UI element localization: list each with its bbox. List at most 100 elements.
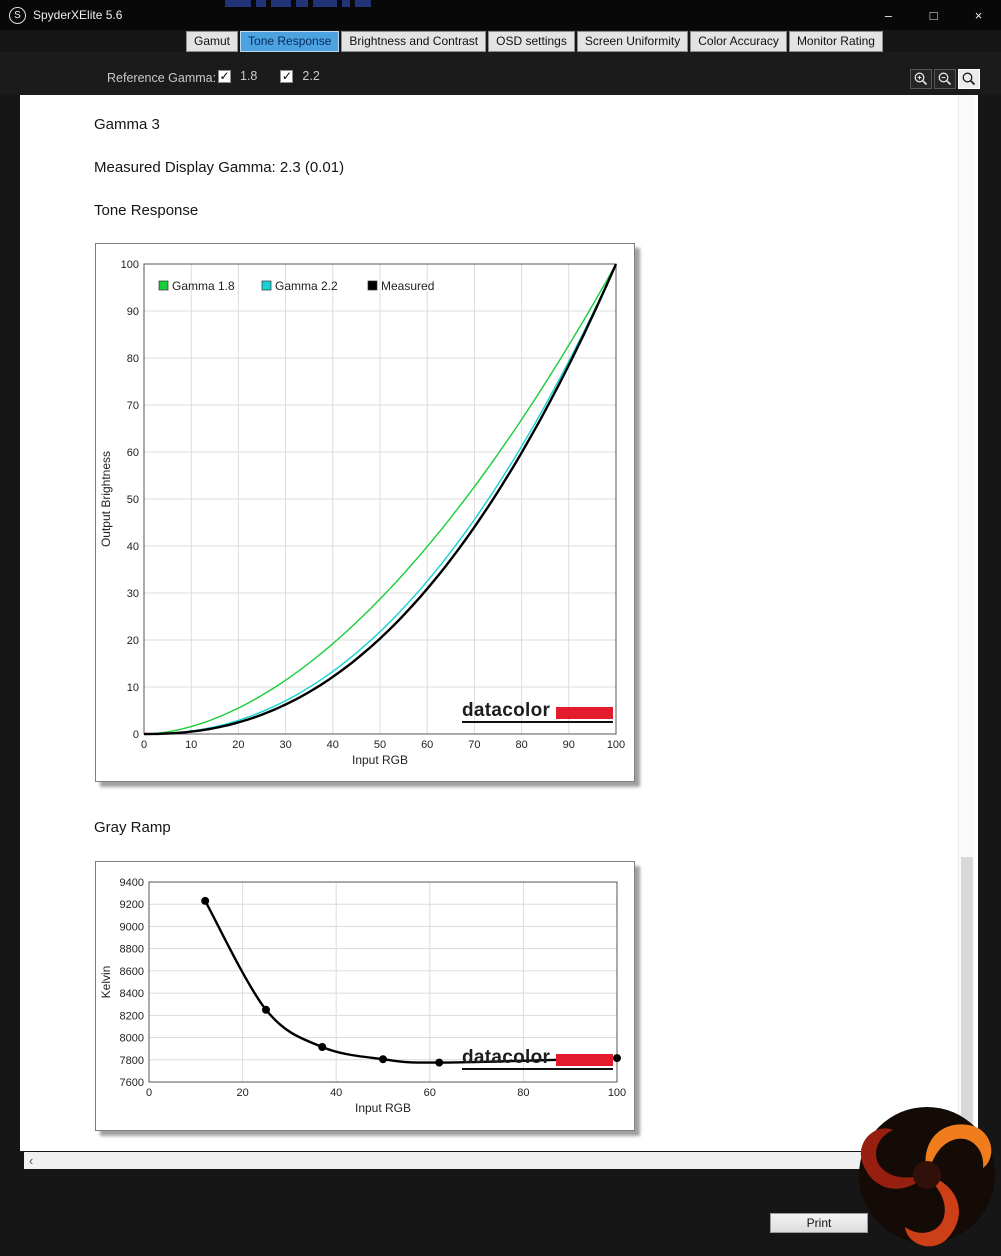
- svg-text:50: 50: [374, 739, 386, 751]
- svg-text:60: 60: [127, 447, 139, 459]
- datacolor-red-block: [556, 707, 614, 719]
- vertical-scrollbar[interactable]: [958, 95, 975, 1151]
- zoom-select-button[interactable]: [958, 69, 980, 89]
- series-gamma-2-2: [144, 263, 617, 735]
- tab-color-accuracy[interactable]: Color Accuracy: [690, 31, 787, 52]
- svg-text:70: 70: [468, 739, 480, 751]
- zoom-in-button[interactable]: [910, 69, 932, 89]
- svg-text:9000: 9000: [120, 921, 144, 933]
- tab-tone-response[interactable]: Tone Response: [240, 31, 340, 52]
- tone-response-title: Tone Response: [94, 202, 199, 219]
- zoom-out-button[interactable]: [934, 69, 956, 89]
- close-button[interactable]: ×: [974, 7, 983, 23]
- svg-text:100: 100: [121, 259, 139, 271]
- reference-gamma-label: Reference Gamma:: [107, 71, 217, 85]
- tone-response-chart-svg: 0 10 20 30 40 50 60 70 80 90 100 0 10 20 30 40 50 60 70 80 9…: [99, 259, 626, 767]
- reference-gamma-checkbox-18[interactable]: ✓: [218, 68, 231, 83]
- app-icon-letter: S: [14, 9, 21, 21]
- datacolor-logo: datacolor: [462, 1047, 614, 1070]
- y-axis-label: Output Brightness: [99, 451, 113, 547]
- tab-brightness-and-contrast[interactable]: Brightness and Contrast: [341, 31, 487, 52]
- legend-swatch: [158, 280, 169, 291]
- legend-label: Gamma 2.2: [275, 279, 338, 293]
- reference-gamma-checkboxes: ✓ 1.8 ✓ 2.2: [218, 69, 320, 83]
- datacolor-red-block: [556, 1054, 614, 1066]
- svg-text:40: 40: [127, 541, 139, 553]
- magnifier-icon: [962, 72, 976, 86]
- svg-text:90: 90: [563, 739, 575, 751]
- tab-osd-settings[interactable]: OSD settings: [488, 31, 575, 52]
- svg-text:9200: 9200: [120, 899, 144, 911]
- window-title: SpyderXElite 5.6: [33, 8, 123, 22]
- title-bar: S SpyderXElite 5.6 – □ ×: [0, 0, 1001, 30]
- maximize-button[interactable]: □: [929, 7, 938, 23]
- tab-bar: Gamut Tone Response Brightness and Contras…: [0, 31, 1001, 52]
- gray-ramp-title: Gray Ramp: [94, 819, 171, 836]
- datacolor-wordmark: datacolor: [462, 1047, 551, 1068]
- gray-ramp-chart-svg: 0 20 40 60 80 100 7600 7800 8000 8200 8400 8600 8800…: [99, 877, 627, 1115]
- tone-response-chart: 0 10 20 30 40 50 60 70 80 90 100 0 10 20 30 40 50 60 70 80 9…: [95, 243, 635, 782]
- svg-text:30: 30: [279, 739, 291, 751]
- legend-label: Gamma 1.8: [172, 279, 235, 293]
- svg-text:20: 20: [236, 1087, 248, 1099]
- svg-text:80: 80: [515, 739, 527, 751]
- reference-gamma-option: ✓ 2.2: [280, 68, 320, 83]
- print-button[interactable]: Print: [770, 1213, 868, 1233]
- svg-text:20: 20: [232, 739, 244, 751]
- zoom-out-icon: [938, 72, 952, 86]
- minimize-button[interactable]: –: [884, 7, 893, 23]
- plot-border: [143, 263, 617, 735]
- gray-ramp-point: [318, 1043, 327, 1051]
- zoom-in-icon: [914, 72, 928, 86]
- app-icon: S: [9, 6, 26, 24]
- svg-text:40: 40: [330, 1087, 342, 1099]
- measured-gamma-text: Measured Display Gamma: 2.3 (0.01): [94, 159, 345, 176]
- svg-text:100: 100: [607, 739, 625, 751]
- tick-labels: 0 20 40 60 80 100 7600 7800 8000 8200 8400 8600 8800…: [120, 877, 627, 1099]
- gray-ramp-point: [262, 1005, 270, 1014]
- legend: Gamma 1.8 Gamma 2.2 Measured: [158, 279, 434, 293]
- svg-text:0: 0: [141, 739, 147, 751]
- zoom-controls: [910, 69, 980, 89]
- svg-text:7600: 7600: [120, 1077, 144, 1089]
- svg-text:8400: 8400: [120, 988, 144, 1000]
- gray-ramp-point: [435, 1058, 444, 1067]
- svg-text:50: 50: [127, 494, 139, 506]
- tab-monitor-rating[interactable]: Monitor Rating: [788, 31, 883, 52]
- svg-text:8200: 8200: [120, 1010, 144, 1022]
- series-gamma-1-8: [143, 263, 617, 735]
- plot-border: [148, 881, 618, 1083]
- reference-gamma-option: ✓ 1.8: [218, 69, 257, 83]
- svg-text:90: 90: [127, 306, 139, 318]
- svg-text:0: 0: [146, 1087, 152, 1099]
- svg-text:9400: 9400: [120, 877, 144, 889]
- gray-ramp-chart: 0 20 40 60 80 100 7600 7800 8000 8200 8400 8600 8800…: [95, 861, 635, 1131]
- svg-text:7800: 7800: [120, 1055, 144, 1067]
- window-controls: – □ ×: [866, 0, 1001, 30]
- reference-gamma-checkbox-22[interactable]: ✓: [280, 68, 294, 83]
- scroll-left-arrow-icon[interactable]: ‹: [29, 1153, 34, 1168]
- gray-ramp-point: [613, 1054, 621, 1063]
- svg-text:8000: 8000: [120, 1033, 144, 1045]
- tab-screen-uniformity[interactable]: Screen Uniformity: [576, 31, 689, 52]
- gray-ramp-point: [201, 896, 210, 905]
- horizontal-scrollbar[interactable]: ‹ ›: [24, 1152, 976, 1169]
- svg-text:10: 10: [127, 682, 139, 694]
- svg-text:10: 10: [185, 739, 197, 751]
- y-axis-label: Kelvin: [99, 966, 113, 999]
- tick-labels: 0 10 20 30 40 50 60 70 80 90 100 0 10 20 30 40 50 60 70 80 9…: [121, 259, 626, 751]
- svg-text:20: 20: [127, 635, 139, 647]
- vertical-scrollbar-thumb[interactable]: [961, 857, 973, 1147]
- datacolor-logo: datacolor: [462, 700, 614, 723]
- svg-text:60: 60: [424, 1087, 436, 1099]
- cropped-page-text-artifact: [225, 0, 371, 7]
- tab-gamut[interactable]: Gamut: [186, 31, 239, 52]
- svg-text:70: 70: [127, 400, 139, 412]
- datacolor-wordmark: datacolor: [462, 700, 551, 721]
- x-axis-label: Input RGB: [352, 753, 408, 767]
- svg-text:8800: 8800: [120, 944, 144, 956]
- toolbar: Reference Gamma: ✓ 1.8 ✓ 2.2: [0, 52, 1001, 95]
- checkbox-label: 1.8: [240, 69, 258, 83]
- grid-lines: [143, 263, 617, 735]
